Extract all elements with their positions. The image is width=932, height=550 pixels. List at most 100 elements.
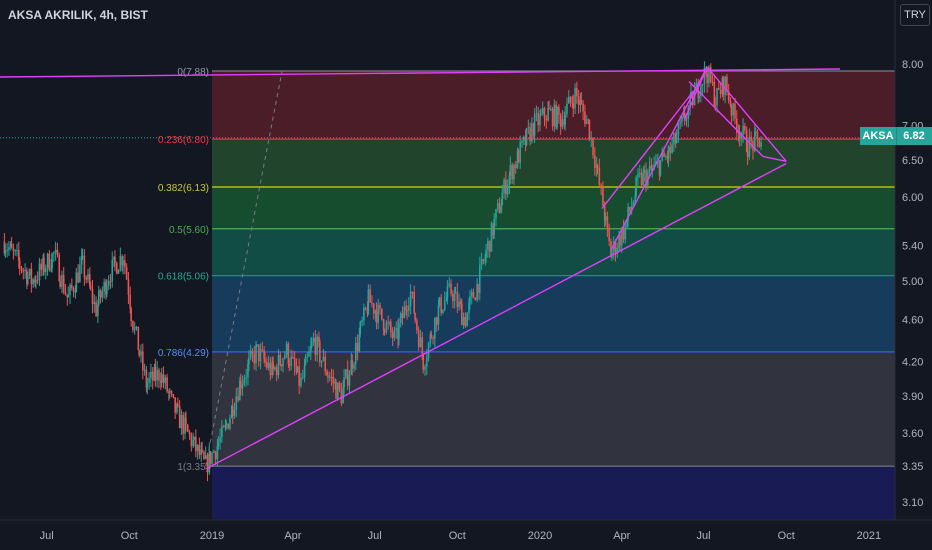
candle-body xyxy=(750,136,752,142)
candle-body xyxy=(736,118,738,133)
candle-body xyxy=(312,337,315,342)
candle-body xyxy=(549,108,552,110)
candle-body xyxy=(160,374,163,383)
fib-band xyxy=(212,275,895,352)
candle-body xyxy=(42,258,44,270)
candle-body xyxy=(109,281,112,283)
candle-body xyxy=(438,297,441,306)
candle-body xyxy=(328,376,331,378)
candle-body xyxy=(738,131,741,139)
candle-body xyxy=(514,164,517,169)
candle-body xyxy=(480,259,483,265)
candle-body xyxy=(521,140,523,143)
candle-body xyxy=(304,356,307,366)
candle-body xyxy=(537,113,540,126)
candle-body xyxy=(588,119,591,140)
candle-body xyxy=(316,336,318,355)
candle-body xyxy=(427,343,430,358)
candle-body xyxy=(247,364,249,378)
candle-body xyxy=(225,423,228,425)
candle-body xyxy=(249,351,252,358)
candle-body xyxy=(548,108,550,110)
candle-body xyxy=(142,351,144,371)
price-tick-label: 6.00 xyxy=(902,192,923,204)
candle-body xyxy=(683,113,686,121)
candle-body xyxy=(506,185,509,195)
candle-body xyxy=(561,119,564,127)
candle-body xyxy=(726,76,728,92)
candle-body xyxy=(539,114,541,126)
candle-body xyxy=(154,366,157,381)
candle-body xyxy=(209,451,212,464)
candle-body xyxy=(478,264,481,293)
candle-body xyxy=(53,252,55,254)
candle-body xyxy=(718,88,720,90)
candle-body xyxy=(756,131,759,139)
candle-body xyxy=(58,254,61,282)
candle-body xyxy=(700,85,702,96)
candle-body xyxy=(640,173,643,186)
candle-body xyxy=(619,235,621,246)
candle-body xyxy=(212,451,215,453)
candle-body xyxy=(727,91,730,101)
candle-body xyxy=(166,377,168,392)
candle-body xyxy=(679,122,681,124)
candle-body xyxy=(264,359,266,363)
candle-body xyxy=(671,144,673,153)
candle-body xyxy=(493,218,495,236)
candle-body xyxy=(177,404,179,406)
candle-body xyxy=(274,367,276,370)
candle-body xyxy=(434,317,436,339)
chart-title: AKSA AKRILIK, 4h, BIST xyxy=(8,8,148,22)
fib-level-label: 0.786(4.29) xyxy=(158,348,209,359)
candle-body xyxy=(706,73,708,84)
candle-body xyxy=(174,397,176,413)
candle-body xyxy=(661,152,664,161)
time-tick-label: 2020 xyxy=(528,530,552,542)
candle-body xyxy=(48,253,51,271)
candle-body xyxy=(245,377,247,379)
candle-body xyxy=(624,225,627,240)
candle-body xyxy=(81,255,84,257)
candle-body xyxy=(416,320,418,331)
candle-body xyxy=(541,108,544,114)
candle-body xyxy=(730,105,733,116)
candle-body xyxy=(484,258,486,261)
candle-body xyxy=(263,350,265,360)
candle-body xyxy=(111,259,114,282)
candle-body xyxy=(411,291,414,293)
candle-body xyxy=(393,330,396,338)
candle-body xyxy=(681,116,683,123)
candle-body xyxy=(501,193,504,206)
candle-body xyxy=(353,364,355,369)
candle-body xyxy=(326,371,328,376)
candle-body xyxy=(237,396,239,401)
candle-body xyxy=(440,297,442,313)
candle-body xyxy=(195,436,197,452)
candle-body xyxy=(214,451,217,460)
candle-body xyxy=(469,296,471,303)
candle-body xyxy=(190,434,193,446)
candle-body xyxy=(474,298,477,301)
price-axis-background xyxy=(895,0,932,550)
candle-body xyxy=(99,290,102,298)
candle-body xyxy=(580,99,583,104)
candle-body xyxy=(517,150,520,163)
candle-body xyxy=(310,341,313,347)
candle-body xyxy=(133,326,136,331)
candle-body xyxy=(269,362,272,376)
candle-body xyxy=(569,96,572,103)
candle-body xyxy=(468,302,470,313)
candle-body xyxy=(387,322,389,324)
candle-body xyxy=(340,389,343,404)
currency-button[interactable]: TRY xyxy=(900,4,930,26)
candle-body xyxy=(361,320,363,323)
candle-body xyxy=(364,307,367,310)
channel-line-lower xyxy=(610,66,708,251)
candle-body xyxy=(448,283,451,287)
candle-body xyxy=(430,334,433,338)
candle-body xyxy=(630,206,633,211)
candle-body xyxy=(748,136,751,158)
candle-body xyxy=(701,84,704,86)
